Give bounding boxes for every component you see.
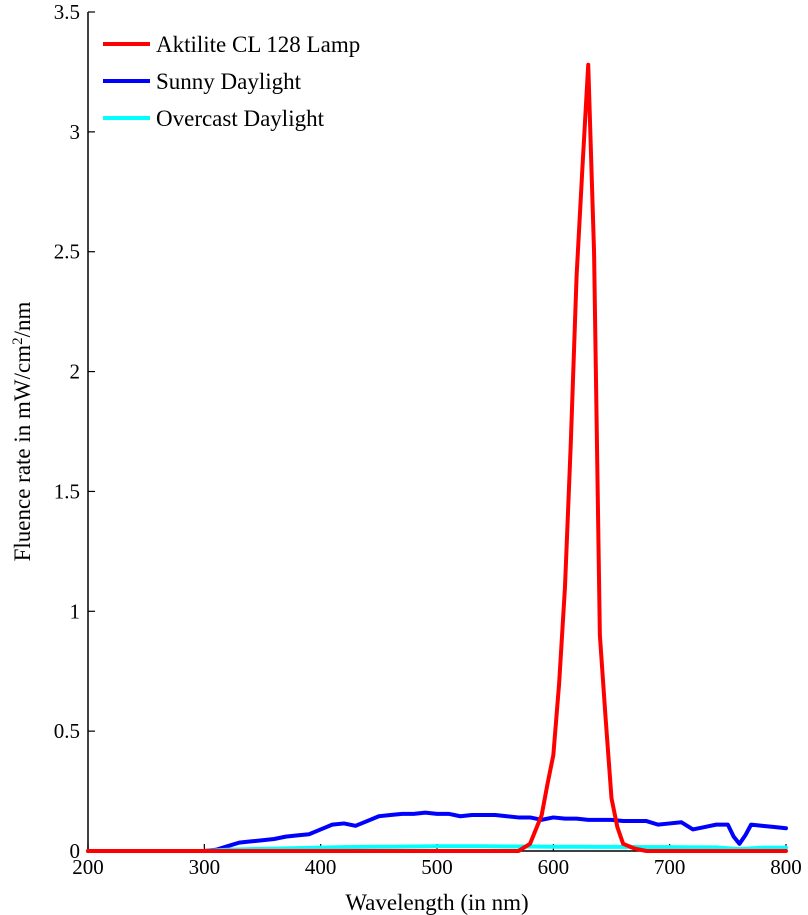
y-tick-label: 3.5 (54, 0, 80, 24)
y-axis-label: Fluence rate in mW/cm2/nm (10, 301, 35, 561)
y-tick-label: 2.5 (54, 240, 80, 264)
x-tick-label: 700 (654, 855, 686, 879)
y-axis-label-superscript: 2 (10, 337, 26, 345)
y-tick-label: 0.5 (54, 719, 80, 743)
legend-label: Aktilite CL 128 Lamp (156, 32, 360, 57)
y-tick-label: 3 (70, 120, 81, 144)
y-tick-label: 2 (70, 360, 81, 384)
x-tick-label: 200 (72, 855, 104, 879)
x-tick-label: 600 (538, 855, 570, 879)
axes (87, 12, 786, 852)
series-lines (86, 62, 788, 853)
legend: Aktilite CL 128 Lamp Sunny Daylight Overca… (103, 32, 360, 131)
x-tick-label: 400 (305, 855, 337, 879)
y-tick-label: 1 (70, 599, 81, 623)
x-tick-label: 500 (421, 855, 453, 879)
series-line-0 (86, 62, 788, 853)
x-tick-label: 300 (189, 855, 221, 879)
y-tick-label: 0 (70, 839, 81, 863)
y-axis-label-prefix: Fluence rate in mW/cm (10, 345, 35, 562)
legend-label: Sunny Daylight (156, 69, 302, 94)
y-axis-label-suffix: /nm (10, 301, 35, 337)
series-line-1 (86, 810, 788, 853)
y-ticks: 0 0.5 1 1.5 2 2.5 3 3.5 (54, 0, 95, 863)
y-tick-label: 1.5 (54, 479, 80, 503)
series-line-2 (86, 844, 788, 853)
legend-label: Overcast Daylight (156, 106, 325, 131)
x-axis-label: Wavelength (in nm) (345, 890, 528, 915)
x-tick-label: 800 (770, 855, 802, 879)
